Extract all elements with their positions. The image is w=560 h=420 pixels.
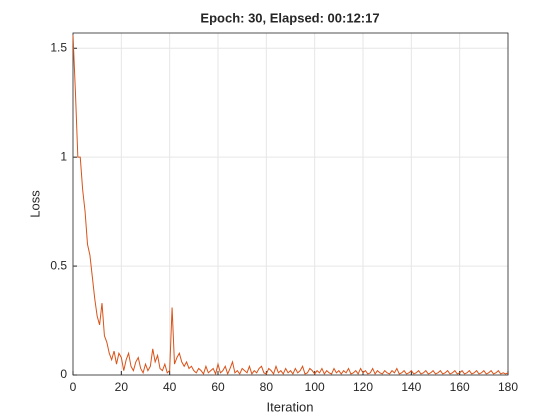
y-tick-label: 1.5 (50, 40, 67, 54)
y-tick-label: 0.5 (50, 258, 67, 272)
x-tick-label: 100 (305, 380, 325, 394)
y-tick-label: 0 (60, 367, 67, 381)
y-axis-label: Loss (27, 190, 42, 218)
x-tick-label: 0 (70, 380, 77, 394)
x-tick-label: 120 (353, 380, 373, 394)
loss-line (72, 35, 509, 376)
chart-title: Epoch: 30, Elapsed: 00:12:17 (200, 10, 379, 25)
x-tick-label: 60 (211, 380, 225, 394)
x-tick-label: 80 (260, 380, 274, 394)
x-tick-label: 40 (163, 380, 177, 394)
y-tick-label: 1 (60, 149, 67, 163)
x-tick-label: 140 (401, 380, 421, 394)
x-tick-label: 20 (115, 380, 129, 394)
x-tick-label: 180 (498, 380, 518, 394)
x-axis-label: Iteration (267, 399, 314, 414)
axes-box (72, 32, 509, 376)
x-tick-label: 160 (450, 380, 470, 394)
